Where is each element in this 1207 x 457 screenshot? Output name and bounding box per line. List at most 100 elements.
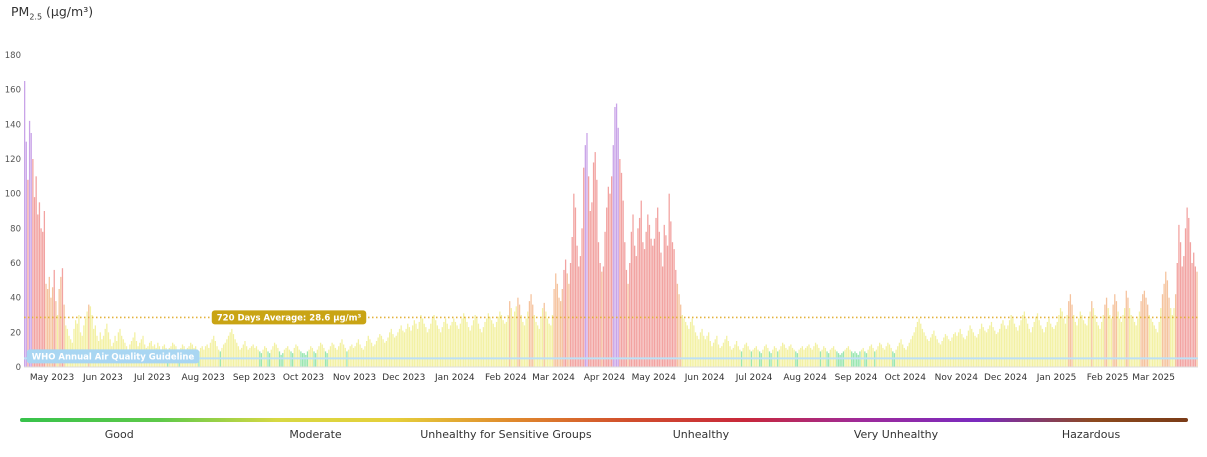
- daily-bar[interactable]: [303, 353, 305, 367]
- daily-bar[interactable]: [684, 321, 687, 367]
- daily-bar[interactable]: [619, 159, 621, 367]
- daily-bar[interactable]: [573, 193, 575, 367]
- daily-bar[interactable]: [51, 287, 54, 367]
- daily-bar[interactable]: [670, 221, 672, 367]
- daily-bar[interactable]: [990, 321, 993, 367]
- daily-bar[interactable]: [204, 346, 207, 367]
- daily-bar[interactable]: [665, 235, 667, 367]
- daily-bar[interactable]: [964, 339, 966, 367]
- daily-bar[interactable]: [727, 341, 730, 367]
- daily-bar[interactable]: [561, 289, 563, 367]
- daily-bar[interactable]: [296, 346, 299, 367]
- daily-bar[interactable]: [1048, 318, 1050, 367]
- daily-bar[interactable]: [569, 263, 572, 367]
- daily-bar[interactable]: [499, 311, 501, 367]
- daily-bar[interactable]: [512, 318, 514, 367]
- daily-bar[interactable]: [43, 211, 46, 367]
- daily-bar[interactable]: [446, 323, 448, 367]
- daily-bar[interactable]: [1025, 318, 1027, 367]
- daily-bar[interactable]: [461, 318, 463, 367]
- daily-bar[interactable]: [453, 318, 455, 367]
- daily-bar[interactable]: [597, 242, 600, 367]
- daily-bar[interactable]: [60, 276, 62, 367]
- daily-bar[interactable]: [1061, 311, 1063, 367]
- daily-bar[interactable]: [584, 145, 586, 367]
- daily-bar[interactable]: [660, 252, 662, 367]
- daily-bar[interactable]: [902, 344, 904, 367]
- daily-bar[interactable]: [1041, 328, 1044, 367]
- daily-bar[interactable]: [367, 335, 369, 367]
- daily-bar[interactable]: [929, 337, 932, 367]
- daily-bar[interactable]: [50, 297, 52, 367]
- daily-bar[interactable]: [712, 342, 715, 367]
- daily-bar[interactable]: [913, 332, 915, 367]
- daily-bar[interactable]: [969, 325, 971, 367]
- daily-bar[interactable]: [977, 334, 979, 367]
- daily-bar[interactable]: [402, 330, 404, 367]
- daily-bar[interactable]: [689, 321, 692, 367]
- daily-bar[interactable]: [1038, 320, 1040, 367]
- daily-bar[interactable]: [275, 344, 277, 367]
- daily-bar[interactable]: [222, 344, 225, 367]
- daily-bar[interactable]: [1133, 321, 1136, 367]
- daily-bar[interactable]: [887, 342, 889, 367]
- daily-bar[interactable]: [482, 327, 485, 367]
- daily-bar[interactable]: [548, 323, 550, 367]
- daily-bar[interactable]: [25, 141, 27, 367]
- daily-bar[interactable]: [652, 245, 654, 367]
- daily-bar[interactable]: [916, 321, 919, 367]
- daily-bar[interactable]: [954, 332, 956, 367]
- daily-bar[interactable]: [694, 332, 697, 367]
- daily-bar[interactable]: [589, 211, 591, 367]
- daily-bar[interactable]: [714, 339, 716, 367]
- daily-bar[interactable]: [839, 354, 841, 367]
- daily-bar[interactable]: [66, 328, 69, 367]
- daily-bar[interactable]: [301, 353, 304, 367]
- daily-bar[interactable]: [505, 321, 508, 367]
- daily-bar[interactable]: [1122, 315, 1124, 367]
- daily-bar[interactable]: [1082, 320, 1085, 367]
- daily-bar[interactable]: [454, 321, 457, 367]
- daily-bar[interactable]: [708, 332, 710, 367]
- daily-bar[interactable]: [474, 315, 476, 367]
- daily-bar[interactable]: [959, 328, 961, 367]
- daily-bar[interactable]: [467, 327, 470, 367]
- daily-bar[interactable]: [525, 318, 527, 367]
- daily-bar[interactable]: [500, 315, 503, 367]
- daily-bar[interactable]: [1015, 327, 1017, 367]
- daily-bar[interactable]: [1020, 320, 1022, 367]
- daily-bar[interactable]: [946, 335, 948, 367]
- daily-bar[interactable]: [847, 346, 850, 367]
- daily-bar[interactable]: [260, 353, 263, 367]
- daily-bar[interactable]: [609, 193, 611, 367]
- daily-bar[interactable]: [1059, 308, 1062, 367]
- daily-bar[interactable]: [1168, 297, 1170, 367]
- daily-bar[interactable]: [813, 346, 815, 367]
- daily-bar[interactable]: [435, 320, 437, 367]
- daily-bar[interactable]: [578, 266, 580, 367]
- daily-bar[interactable]: [1170, 308, 1172, 367]
- daily-bar[interactable]: [349, 346, 351, 367]
- daily-bar[interactable]: [782, 342, 784, 367]
- daily-bar[interactable]: [252, 344, 254, 367]
- daily-bar[interactable]: [319, 342, 322, 367]
- daily-bar[interactable]: [617, 127, 619, 367]
- daily-bar[interactable]: [1184, 228, 1187, 367]
- daily-bar[interactable]: [471, 325, 473, 367]
- daily-bar[interactable]: [1087, 318, 1090, 367]
- daily-bar[interactable]: [703, 335, 705, 367]
- daily-bar[interactable]: [1138, 311, 1141, 367]
- daily-bar[interactable]: [760, 353, 762, 367]
- daily-bar[interactable]: [63, 304, 65, 367]
- daily-bar[interactable]: [1045, 327, 1047, 367]
- daily-bar[interactable]: [814, 342, 817, 367]
- daily-bar[interactable]: [638, 217, 641, 367]
- daily-bar[interactable]: [211, 339, 213, 367]
- daily-bar[interactable]: [546, 318, 549, 367]
- daily-bar[interactable]: [671, 242, 674, 367]
- daily-bar[interactable]: [606, 207, 608, 367]
- daily-bar[interactable]: [987, 328, 989, 367]
- daily-bar[interactable]: [356, 342, 358, 367]
- daily-bar[interactable]: [1107, 308, 1109, 367]
- daily-bar[interactable]: [745, 342, 748, 367]
